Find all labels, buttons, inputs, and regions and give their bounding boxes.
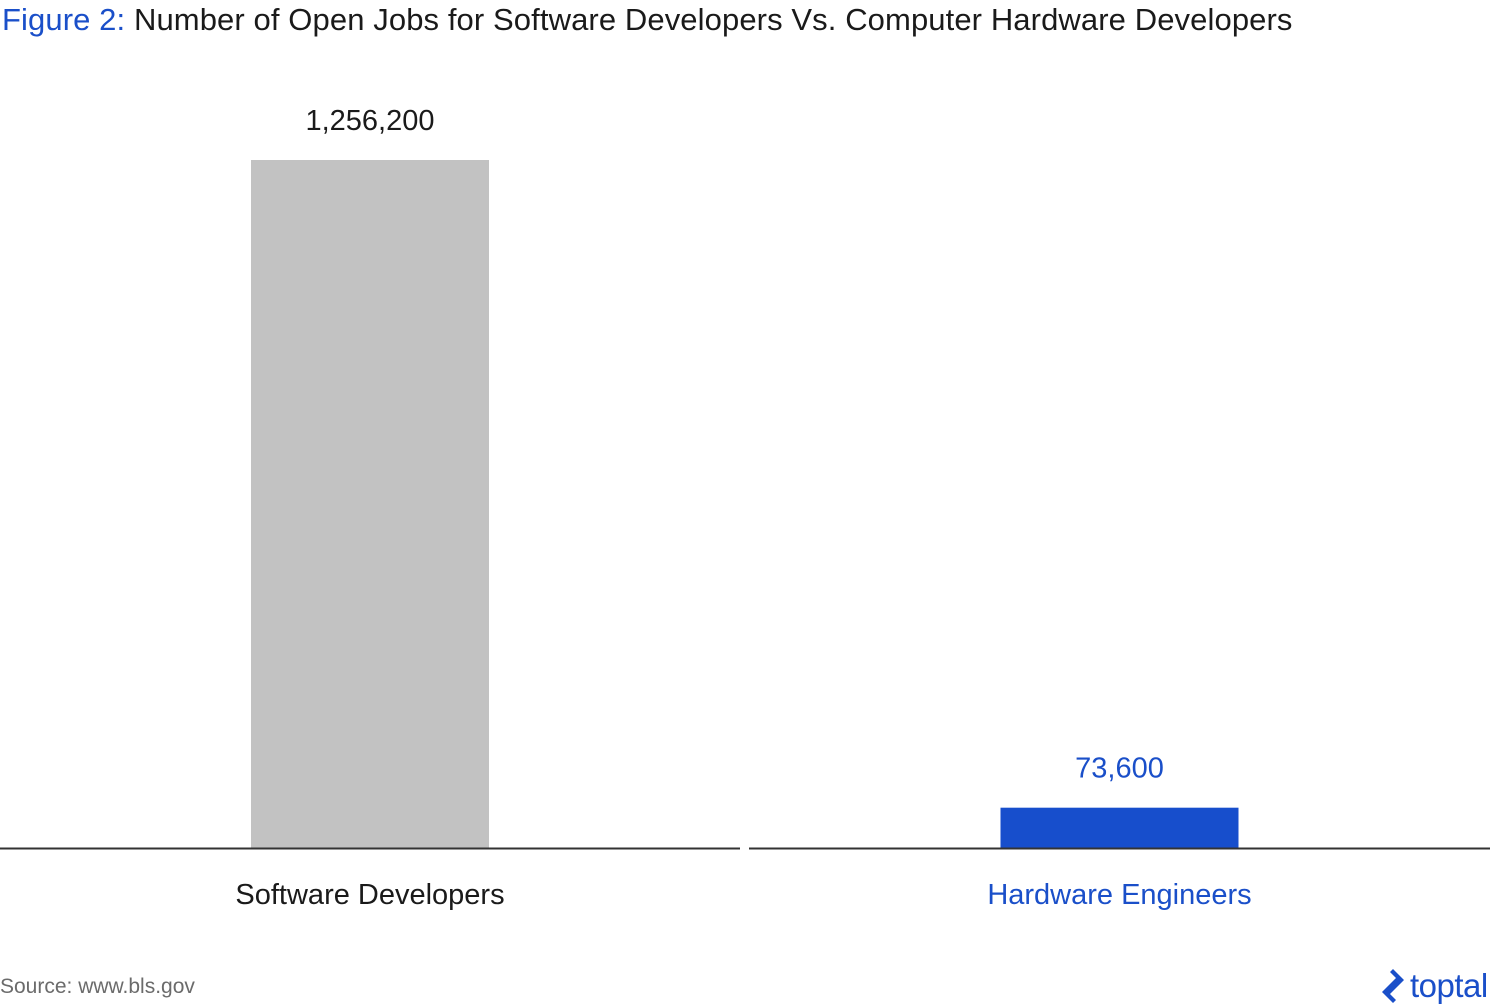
- toptal-logo-icon: [1382, 969, 1404, 1003]
- chart-title: Figure 2: Number of Open Jobs for Softwa…: [2, 0, 1293, 40]
- figure-number: Figure 2:: [2, 2, 126, 37]
- toptal-logo-text: toptal: [1410, 967, 1488, 1004]
- category-label-2: Hardware Engineers: [987, 879, 1251, 911]
- bar-2: [1000, 807, 1239, 848]
- toptal-logo: toptal: [1380, 966, 1488, 1006]
- category-label-1: Software Developers: [235, 879, 504, 911]
- bar-1: [251, 160, 489, 848]
- data-label-2: 73,600: [1075, 753, 1164, 785]
- data-label-1: 1,256,200: [305, 105, 434, 137]
- source-note: Source: www.bls.gov: [0, 975, 195, 998]
- title-text: Number of Open Jobs for Software Develop…: [133, 2, 1293, 37]
- bar-chart: 1,256,200 Software Developers 73,600 Hardwa…: [0, 105, 1490, 911]
